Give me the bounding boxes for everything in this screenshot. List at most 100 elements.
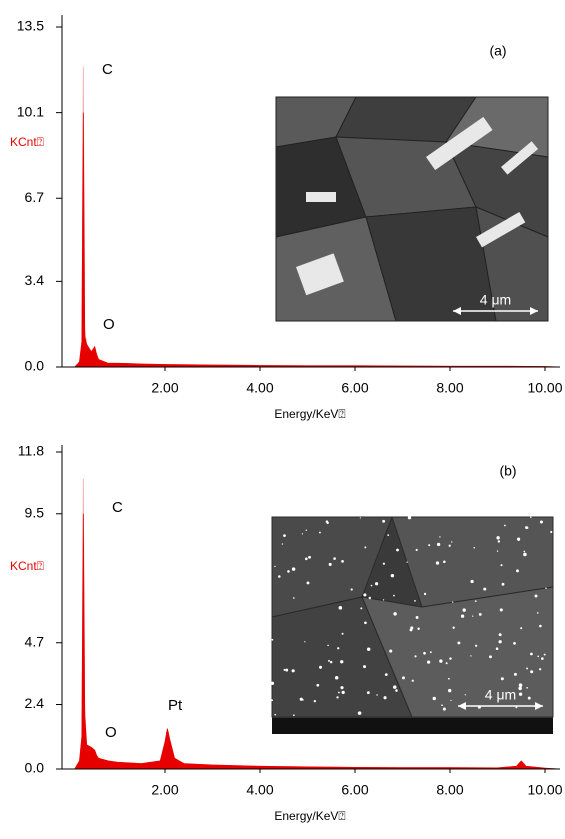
particle	[383, 696, 386, 699]
particle	[497, 550, 498, 551]
peak-label: C	[112, 499, 123, 516]
particle	[412, 680, 414, 682]
x-axis-label: Energy/KeV⍰	[274, 407, 345, 421]
particle	[470, 655, 471, 656]
particle	[452, 601, 453, 602]
peak-label: O	[105, 724, 117, 741]
particle	[340, 660, 343, 663]
particle	[475, 645, 477, 647]
particle	[499, 633, 502, 636]
x-tick-label: 6.00	[341, 782, 368, 798]
particle	[319, 666, 322, 669]
particle	[540, 521, 543, 524]
particle	[436, 561, 439, 564]
particle	[389, 650, 392, 653]
peak-label: C	[102, 61, 113, 78]
particle	[519, 693, 522, 696]
figure: 4 μm0.03.46.710.113.52.004.006.008.0010.…	[0, 0, 565, 839]
particle	[465, 694, 466, 695]
particle	[319, 532, 321, 534]
page: 4 μm0.03.46.710.113.52.004.006.008.0010.…	[0, 0, 565, 839]
particle	[539, 625, 542, 628]
particle	[448, 678, 450, 680]
particle	[387, 534, 389, 536]
x-tick-label: 8.00	[436, 380, 463, 396]
particle	[461, 615, 464, 618]
particle	[307, 581, 310, 584]
x-axis-label: Energy/KeV⍰	[274, 809, 345, 823]
particle	[385, 673, 388, 676]
particle	[518, 539, 520, 541]
particle	[339, 606, 343, 610]
particle	[496, 536, 499, 539]
particle	[367, 691, 370, 694]
particle	[518, 687, 522, 691]
panel-label: (b)	[499, 463, 516, 479]
particle	[282, 543, 283, 544]
particle	[360, 607, 362, 609]
particle	[336, 696, 338, 698]
x-tick-label: 4.00	[246, 782, 273, 798]
particle	[513, 642, 516, 645]
particle	[451, 541, 452, 542]
particle	[285, 669, 288, 672]
particle	[453, 626, 455, 628]
y-tick-label: 4.7	[25, 633, 45, 649]
particle	[449, 545, 451, 547]
bright-facet	[306, 192, 336, 202]
particle	[375, 582, 378, 585]
particle	[424, 593, 426, 595]
particle	[539, 668, 541, 670]
particle	[439, 536, 440, 537]
y-axis-label: KCnt⍰	[10, 559, 44, 573]
particle	[292, 669, 295, 672]
particle	[306, 530, 307, 531]
particle	[396, 549, 399, 552]
particle	[443, 560, 446, 563]
x-tick-label: 4.00	[246, 380, 273, 396]
particle	[293, 597, 295, 599]
particle	[393, 595, 395, 597]
particle	[393, 685, 397, 689]
particle	[448, 689, 451, 692]
particle	[363, 593, 366, 596]
peak-label: Pt	[168, 697, 183, 714]
particle	[525, 526, 528, 529]
particle	[293, 714, 295, 716]
particle	[416, 549, 418, 551]
particle	[537, 612, 539, 614]
particle	[530, 653, 533, 656]
particle	[292, 567, 295, 570]
particle	[364, 546, 366, 548]
x-tick-label: 10.00	[527, 782, 562, 798]
x-tick-label: 6.00	[341, 380, 368, 396]
particle	[443, 708, 446, 711]
particle	[271, 699, 273, 701]
particle	[433, 697, 436, 700]
particle	[304, 641, 305, 642]
particle	[338, 692, 340, 694]
particle	[526, 687, 528, 689]
particle	[414, 600, 416, 602]
particle	[335, 676, 339, 680]
particle	[308, 556, 311, 559]
particle	[439, 659, 442, 662]
particle	[363, 665, 366, 668]
particle	[395, 689, 398, 692]
particle	[327, 645, 329, 647]
y-tick-label: 2.4	[25, 695, 45, 711]
particle	[541, 657, 544, 660]
particle	[462, 608, 465, 611]
particle	[364, 621, 367, 624]
particle	[342, 633, 344, 635]
x-tick-label: 10.00	[527, 380, 562, 396]
particle	[341, 560, 344, 563]
particle	[523, 551, 525, 553]
particle	[278, 575, 281, 578]
particle	[450, 700, 451, 701]
x-tick-label: 2.00	[151, 782, 178, 798]
particle	[479, 613, 482, 616]
particle	[360, 517, 361, 518]
y-tick-label: 0.0	[25, 760, 45, 776]
y-tick-label: 11.8	[18, 443, 44, 459]
